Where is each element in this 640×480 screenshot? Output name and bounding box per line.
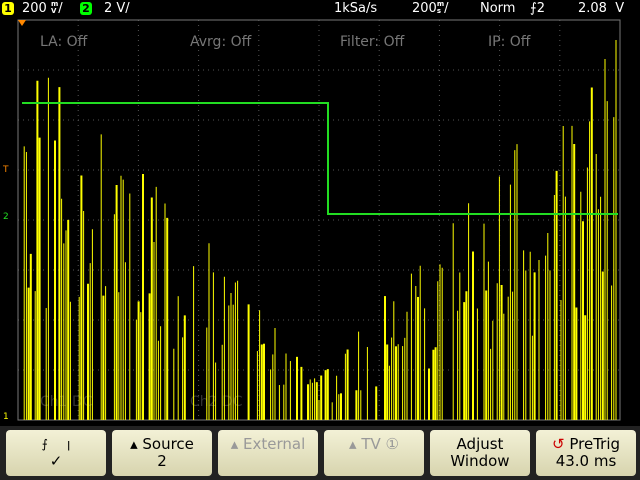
trigger-mode: Norm [480,1,516,16]
key-label: Source [142,435,194,453]
unit-top: m [436,0,445,8]
slope-icons: ⨍ ꞁ [41,437,71,451]
tv-key[interactable]: ▴ TV ① [324,430,424,476]
overlay-label: Filter: Off [340,34,405,50]
trigger-source-value: 2 [536,1,546,16]
timebase: 200 m s / [412,0,449,17]
key-label-row: ▴ External [230,435,306,453]
key-value: 43.0 ms [555,452,617,470]
slope-key[interactable]: ⨍ ꞁ ✓ [6,430,106,476]
key-value: Window [450,452,510,470]
trigger-marker: T [2,165,9,175]
faint-label: Ch2 DC [190,394,243,410]
trigger-source: ⨍2 [530,1,546,16]
status-bar: 1 200 m V/ 2 2 V/ 1kSa/s 200 m s / Norm ⨍2 2… [0,0,640,18]
ch1-marker: 1 [3,412,9,422]
key-label-row: ▴ Source [130,435,194,453]
ch2-scale: 2 V/ [104,1,130,16]
key-label: Adjust [456,435,504,453]
ch1-scale-value: 200 [22,1,47,16]
trigger-level: 2.08 V [578,1,625,16]
ch2-label: 2 [80,2,92,15]
unit-bottom: s [436,7,441,15]
unit-top: m [50,0,59,8]
key-label-row: ↺ PreTrig [551,435,621,453]
pretrig-key[interactable]: ↺ PreTrig 43.0 ms [536,430,636,476]
ch1-scale: 200 m V / [22,0,63,17]
sample-rate: 1kSa/s [334,1,378,16]
external-key[interactable]: ▴ External [218,430,318,476]
ch2-badge: 2 [80,1,92,16]
softkey-bar: ⨍ ꞁ ✓ ▴ Source 2 ▴ External ▴ TV ① Adjust W… [0,426,640,480]
ch2-marker: 2 [3,212,9,222]
key-label: PreTrig [569,435,621,453]
ch2-trace [22,102,618,215]
ch1-badge: 1 [2,1,14,16]
timebase-value: 200 [412,1,437,16]
overlay-label: LA: Off [40,34,88,50]
key-label: TV [361,435,381,453]
trigger-position [18,20,26,26]
unit-bottom: V [50,7,57,15]
overlay-label: Avrg: Off [190,34,252,50]
key-label-row: ▴ TV ① [349,435,399,453]
key-label: External [243,435,306,453]
source-key[interactable]: ▴ Source 2 [112,430,212,476]
adjust-key[interactable]: Adjust Window [430,430,530,476]
key-value: 2 [157,452,167,470]
overlay-label: IP: Off [488,34,531,50]
key-label: ✓ [49,452,63,470]
ch1-label: 1 [2,2,14,15]
